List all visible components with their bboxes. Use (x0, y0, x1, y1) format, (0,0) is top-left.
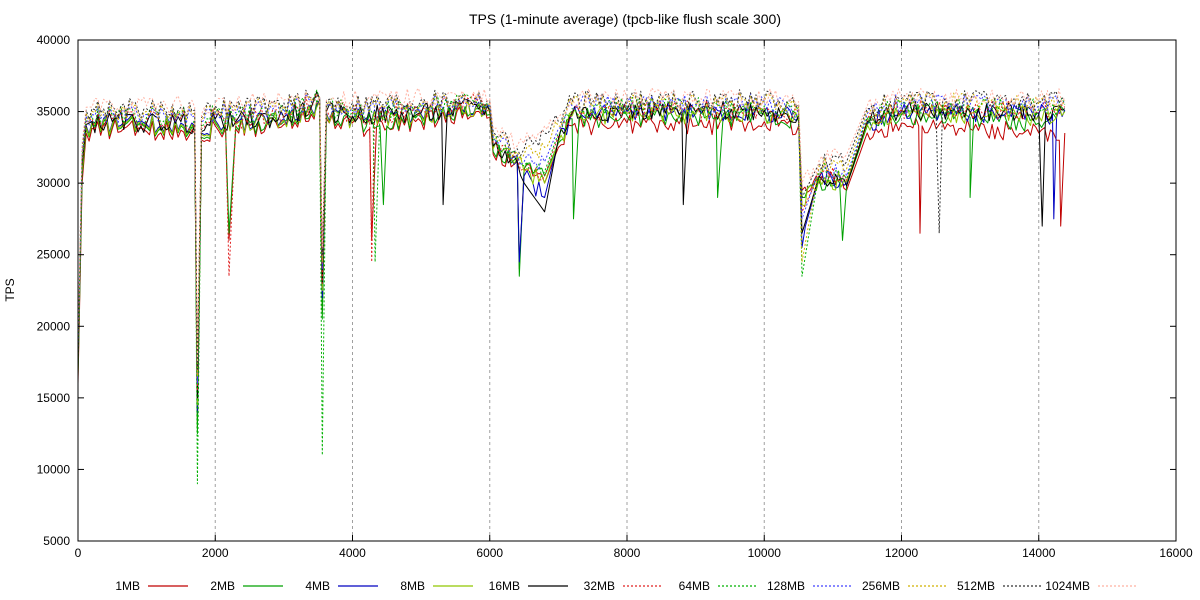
x-tick-label: 14000 (1022, 546, 1056, 560)
legend-label: 64MB (679, 579, 710, 593)
legend-label: 16MB (489, 579, 520, 593)
legend-label: 4MB (305, 579, 330, 593)
y-tick-label: 15000 (37, 391, 71, 405)
legend-label: 512MB (957, 579, 995, 593)
legend-label: 256MB (862, 579, 900, 593)
legend-label: 2MB (210, 579, 235, 593)
x-tick-label: 12000 (885, 546, 919, 560)
x-tick-label: 16000 (1159, 546, 1193, 560)
legend-label: 32MB (584, 579, 615, 593)
legend-label: 1MB (115, 579, 140, 593)
legend-label: 128MB (767, 579, 805, 593)
y-tick-label: 20000 (37, 319, 71, 333)
y-tick-label: 5000 (43, 534, 70, 548)
x-tick-label: 6000 (476, 546, 503, 560)
legend: 1MB 2MB 4MB 8MB 16MB 32MB 64MB 128MB 256MB 512MB 1… (115, 579, 1138, 593)
axes: 5000 10000 15000 20000 25000 30000 35000 40000 0… (37, 33, 1193, 560)
series-lines (77, 87, 1066, 485)
x-tick-label: 8000 (614, 546, 641, 560)
legend-label: 1024MB (1045, 579, 1090, 593)
x-tick-label: 0 (75, 546, 82, 560)
y-tick-label: 10000 (37, 462, 71, 476)
series-line-512mb (77, 89, 1065, 370)
x-tick-label: 10000 (748, 546, 782, 560)
y-tick-label: 40000 (37, 33, 71, 47)
chart-title: TPS (1-minute average) (tpcb-like flush … (469, 11, 781, 27)
y-tick-label: 30000 (37, 176, 71, 190)
series-line-32mb (77, 93, 1066, 392)
series-line-1024mb (77, 87, 1066, 363)
legend-label: 8MB (400, 579, 425, 593)
y-tick-label: 35000 (37, 105, 71, 119)
x-tick-label: 4000 (339, 546, 366, 560)
y-axis-label: TPS (3, 278, 17, 301)
series-line-2mb (77, 100, 1066, 435)
y-tick-label: 25000 (37, 248, 71, 262)
x-tick-label: 2000 (202, 546, 229, 560)
